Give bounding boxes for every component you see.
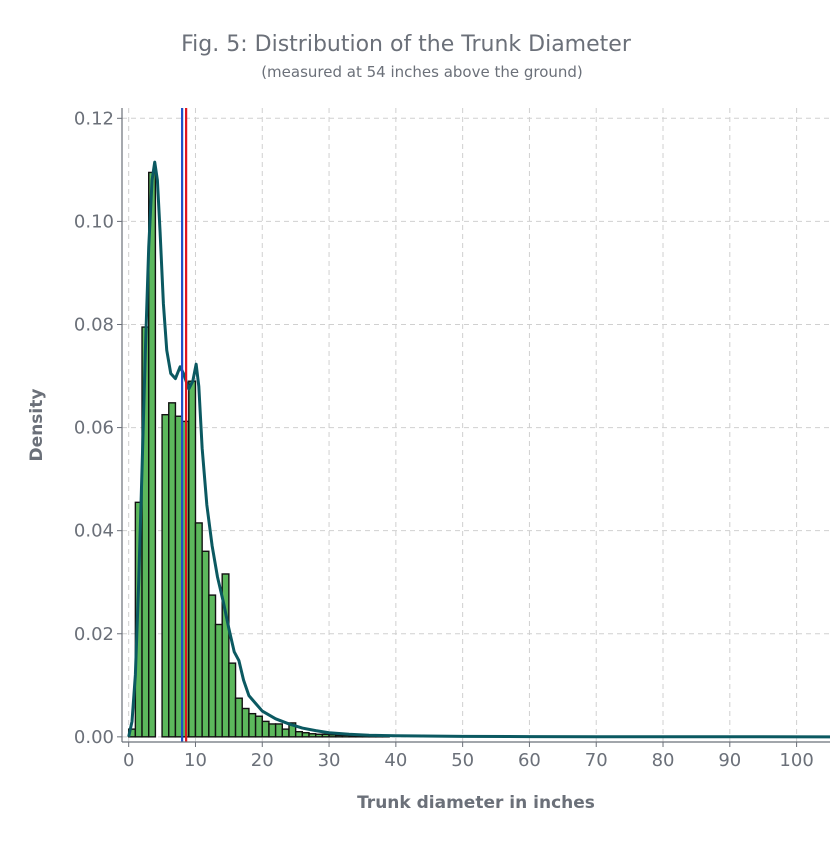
histogram-bar (288, 722, 297, 738)
histogram-bar (248, 712, 257, 738)
histogram-bar (328, 734, 337, 738)
density-curve-layer (127, 160, 831, 739)
x-tick-label: 80 (652, 750, 675, 771)
chart-subtitle: (measured at 54 inches above the ground) (261, 63, 583, 81)
histogram-bar (308, 733, 317, 738)
y-tick-label: 0.10 (74, 211, 114, 232)
histogram-bar (268, 723, 277, 738)
histogram-bar (194, 522, 203, 738)
histogram-bar (234, 697, 243, 738)
tick-labels: 0 10 20 30 40 50 60 70 80 90 100 0.00 0.02 0.04 0.06 0.… (74, 108, 814, 771)
x-tick-label: 100 (779, 750, 813, 771)
axes (121, 108, 830, 743)
x-tick-label: 90 (718, 750, 741, 771)
histogram-bar (161, 413, 170, 738)
histogram-bar (274, 723, 284, 738)
x-tick-label: 10 (184, 750, 207, 771)
histogram-bar (241, 707, 250, 738)
histogram-bar (208, 594, 217, 738)
histogram-bar (188, 380, 197, 738)
histogram-bar (335, 734, 344, 738)
chart-title: Fig. 5: Distribution of the Trunk Diamet… (181, 32, 632, 57)
x-tick-label: 50 (451, 750, 474, 771)
histogram-bar (261, 720, 270, 738)
x-axis-title: Trunk diameter in inches (357, 793, 595, 813)
y-tick-label: 0.08 (74, 314, 114, 335)
histogram-bars (127, 171, 390, 738)
y-tick-label: 0.02 (74, 624, 114, 645)
x-tick-label: 40 (384, 750, 407, 771)
histogram-bar (228, 662, 237, 738)
x-tick-label: 20 (251, 750, 274, 771)
histogram-bar (168, 402, 177, 738)
histogram-bar (221, 573, 230, 738)
y-tick-label: 0.00 (74, 727, 114, 748)
y-tick-label: 0.12 (74, 108, 114, 129)
y-tick-label: 0.06 (74, 418, 114, 439)
x-tick-label: 30 (318, 750, 341, 771)
histogram-bar (321, 733, 330, 738)
density-curve (127, 160, 831, 739)
reference-lines (181, 108, 188, 742)
x-tick-label: 0 (123, 750, 134, 771)
histogram-bar (281, 728, 290, 738)
histogram-bar (201, 550, 210, 738)
histogram-bar (301, 732, 310, 738)
histogram-bar (254, 715, 263, 738)
histogram-bar (294, 730, 304, 738)
y-tick-label: 0.04 (74, 521, 114, 542)
histogram-bar (314, 733, 324, 738)
x-tick-label: 70 (585, 750, 608, 771)
histogram-bar (214, 623, 223, 738)
x-tick-label: 60 (518, 750, 541, 771)
y-axis-title: Density (27, 389, 47, 462)
